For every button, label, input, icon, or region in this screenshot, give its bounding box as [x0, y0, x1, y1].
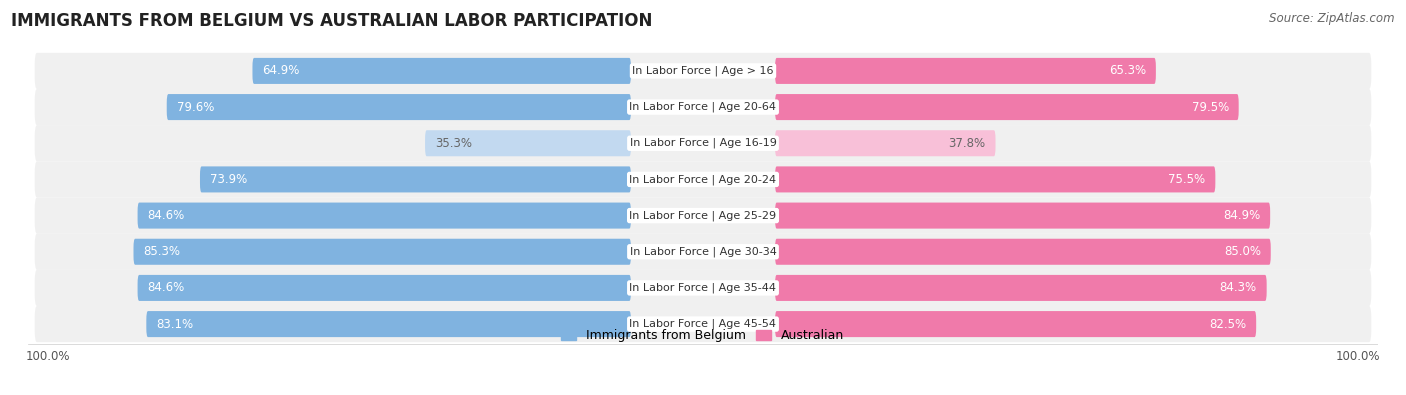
- FancyBboxPatch shape: [35, 198, 1371, 234]
- Text: In Labor Force | Age 45-54: In Labor Force | Age 45-54: [630, 319, 776, 329]
- FancyBboxPatch shape: [253, 58, 631, 84]
- Text: 83.1%: 83.1%: [156, 318, 193, 331]
- FancyBboxPatch shape: [35, 53, 1371, 89]
- Text: 85.3%: 85.3%: [143, 245, 180, 258]
- Text: 79.5%: 79.5%: [1192, 101, 1229, 114]
- FancyBboxPatch shape: [775, 94, 1239, 120]
- Text: 65.3%: 65.3%: [1109, 64, 1146, 77]
- FancyBboxPatch shape: [425, 130, 631, 156]
- Text: In Labor Force | Age > 16: In Labor Force | Age > 16: [633, 66, 773, 76]
- FancyBboxPatch shape: [200, 166, 631, 192]
- Text: In Labor Force | Age 20-24: In Labor Force | Age 20-24: [630, 174, 776, 185]
- FancyBboxPatch shape: [775, 311, 1256, 337]
- Text: In Labor Force | Age 25-29: In Labor Force | Age 25-29: [630, 210, 776, 221]
- Text: In Labor Force | Age 35-44: In Labor Force | Age 35-44: [630, 283, 776, 293]
- Text: 75.5%: 75.5%: [1168, 173, 1205, 186]
- Legend: Immigrants from Belgium, Australian: Immigrants from Belgium, Australian: [557, 324, 849, 347]
- Text: 82.5%: 82.5%: [1209, 318, 1246, 331]
- FancyBboxPatch shape: [167, 94, 631, 120]
- Text: 64.9%: 64.9%: [263, 64, 299, 77]
- FancyBboxPatch shape: [146, 311, 631, 337]
- FancyBboxPatch shape: [138, 203, 631, 229]
- Text: 84.6%: 84.6%: [148, 209, 184, 222]
- Text: Source: ZipAtlas.com: Source: ZipAtlas.com: [1270, 12, 1395, 25]
- FancyBboxPatch shape: [134, 239, 631, 265]
- Text: 37.8%: 37.8%: [949, 137, 986, 150]
- Text: 79.6%: 79.6%: [177, 101, 214, 114]
- FancyBboxPatch shape: [775, 166, 1215, 192]
- FancyBboxPatch shape: [775, 58, 1156, 84]
- FancyBboxPatch shape: [35, 270, 1371, 306]
- FancyBboxPatch shape: [775, 203, 1270, 229]
- Text: 73.9%: 73.9%: [209, 173, 247, 186]
- FancyBboxPatch shape: [775, 275, 1267, 301]
- Text: In Labor Force | Age 16-19: In Labor Force | Age 16-19: [630, 138, 776, 149]
- FancyBboxPatch shape: [35, 125, 1371, 161]
- FancyBboxPatch shape: [35, 234, 1371, 270]
- Text: 35.3%: 35.3%: [434, 137, 472, 150]
- Text: In Labor Force | Age 30-34: In Labor Force | Age 30-34: [630, 246, 776, 257]
- FancyBboxPatch shape: [138, 275, 631, 301]
- Text: In Labor Force | Age 20-64: In Labor Force | Age 20-64: [630, 102, 776, 112]
- FancyBboxPatch shape: [35, 89, 1371, 125]
- FancyBboxPatch shape: [775, 239, 1271, 265]
- FancyBboxPatch shape: [775, 130, 995, 156]
- Text: IMMIGRANTS FROM BELGIUM VS AUSTRALIAN LABOR PARTICIPATION: IMMIGRANTS FROM BELGIUM VS AUSTRALIAN LA…: [11, 12, 652, 30]
- FancyBboxPatch shape: [35, 306, 1371, 342]
- Text: 84.9%: 84.9%: [1223, 209, 1260, 222]
- Text: 84.6%: 84.6%: [148, 281, 184, 294]
- Text: 85.0%: 85.0%: [1223, 245, 1261, 258]
- Text: 84.3%: 84.3%: [1220, 281, 1257, 294]
- FancyBboxPatch shape: [35, 161, 1371, 198]
